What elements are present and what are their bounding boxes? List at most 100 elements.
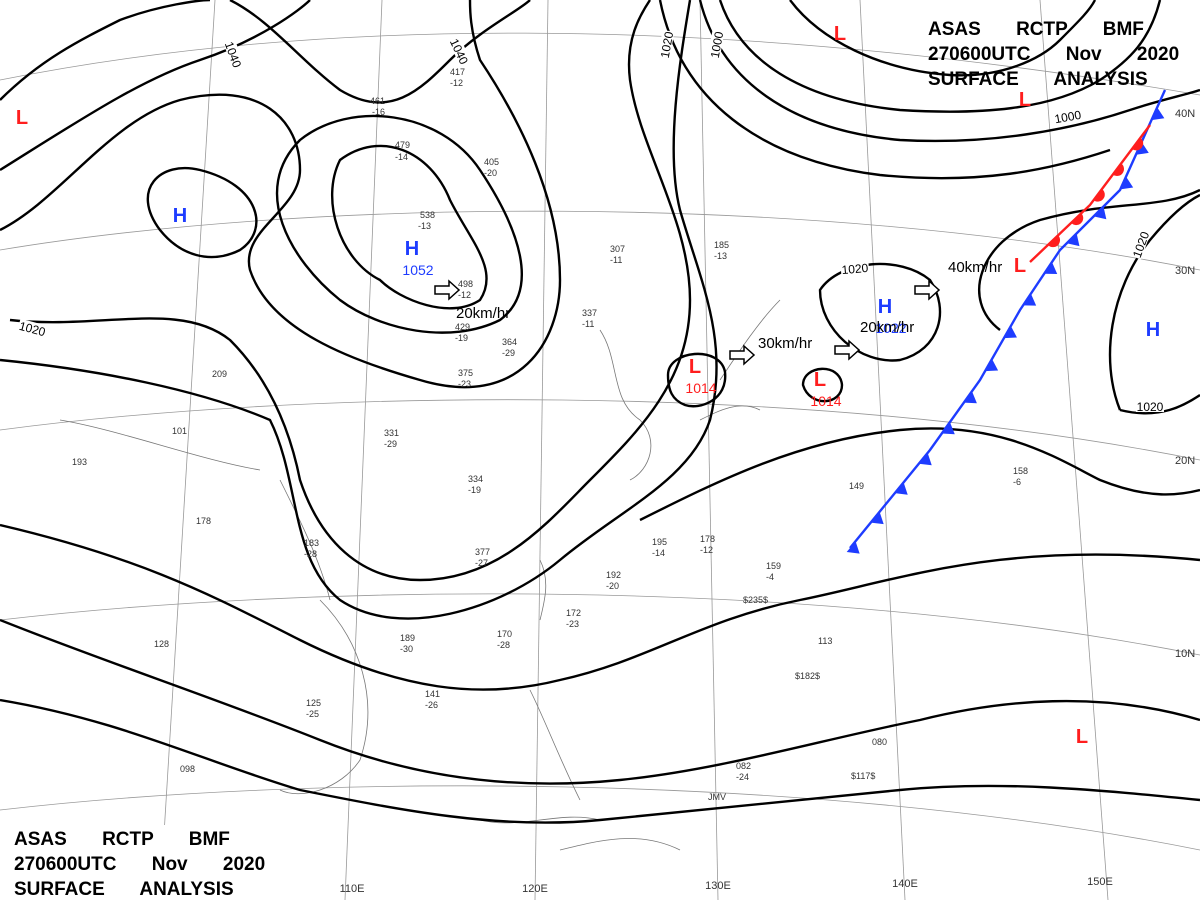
station-value: 377 [475,547,490,557]
motion-label: 40km/hr [948,259,1002,276]
front-triangle [1003,325,1017,339]
station-value: -29 [502,348,515,358]
station-value: -20 [484,168,497,178]
station-value: -14 [652,548,665,558]
lat-label: 40N [1175,108,1195,120]
front-triangle [1135,141,1149,155]
station-value: -24 [736,772,749,782]
front-triangle [870,511,884,525]
station-value: -11 [582,319,594,329]
front-triangle [1066,233,1080,247]
front-semicircle [1093,189,1105,202]
station-value: 498 [458,279,473,289]
graticule [0,0,1200,901]
front-triangle [918,452,932,466]
header-line: SURFACE ANALYSIS [14,879,234,900]
center-pressure: 1014 [685,380,716,396]
front-semicircle [1112,163,1124,177]
station-value: 195 [652,537,667,547]
lon-label: 140E [892,878,918,890]
station-value: -13 [418,221,431,231]
station-value: -20 [606,581,619,591]
station-value: -12 [700,545,713,555]
isobar-label-bg [840,260,870,276]
station-value: 128 [154,639,169,649]
station-value: 185 [714,240,729,250]
station-value: 429 [455,322,470,332]
station-value: 101 [172,426,187,436]
isobar-label-bg [707,29,725,60]
isobar-label-bg [1129,229,1151,260]
isobar-label: 1020 [1137,400,1164,414]
center-symbol: L [1019,89,1031,111]
station-value: 098 [180,764,195,774]
station-value: 178 [196,516,211,526]
station-value: -26 [425,700,438,710]
station-value: -12 [458,290,471,300]
center-pressure: 1014 [810,393,841,409]
header-top: ASAS RCTP BMF 270600UTC Nov 2020 SURFACE… [928,19,1179,90]
station-value: 141 [425,689,440,699]
header-bg [8,825,273,905]
lon-label: 120E [522,883,548,895]
station-value: -28 [497,640,510,650]
motion-arrow [914,279,941,301]
station-value: 192 [606,570,621,580]
cold-front [849,89,1167,549]
lon-label: 130E [705,880,731,892]
front-triangle [1120,176,1134,190]
isobar-label-bg [17,318,48,338]
station-value: -30 [400,644,413,654]
station-value: 479 [395,140,410,150]
motion-label: 20km/hr [456,305,510,322]
station-value: -16 [372,107,385,117]
center-symbol: L [834,23,846,45]
header-line: ASAS RCTP BMF [928,19,1144,40]
station-value: 082 [736,761,751,771]
station-value: JMV [708,792,726,802]
station-value: -12 [450,78,463,88]
lat-label: 10N [1175,648,1195,660]
station-value: -11 [610,255,622,265]
station-value: 331 [384,428,399,438]
station-value: 159 [766,561,781,571]
front-semicircle [1047,235,1061,248]
station-value: 364 [502,337,517,347]
station-value: 375 [458,368,473,378]
isobar-label-bg [657,29,675,60]
center-symbol: L [689,356,701,378]
center-symbol: H [878,296,892,318]
station-value: 113 [818,636,832,646]
isobar-label-bg [1052,107,1083,125]
lat-label: 30N [1175,265,1195,277]
front-semicircle [1132,137,1144,151]
front-triangle [846,541,860,554]
station-value: -14 [395,152,408,162]
header-line: 270600UTC Nov 2020 [14,854,265,875]
header-line: SURFACE ANALYSIS [928,69,1148,90]
station-value: -28 [304,549,317,559]
station-value: 158 [1013,466,1028,476]
header-line: ASAS RCTP BMF [14,829,230,850]
station-value: $235$ [743,595,768,605]
front-triangle [963,391,977,404]
station-value: -23 [458,379,471,389]
center-symbol: L [1014,255,1026,277]
motion-label: 30km/hr [758,335,812,352]
station-value: 307 [610,244,625,254]
station-value: 183 [304,538,319,548]
fronts [849,89,1167,549]
station-value: -13 [714,251,727,261]
station-value: -29 [384,439,397,449]
motion-label: 20km/hr [860,319,914,336]
station-value: -6 [1013,477,1021,487]
station-value: -19 [468,485,481,495]
station-value: -27 [475,558,488,568]
isobar-label-bg [223,39,245,70]
warm-front [1029,124,1151,263]
isobar-label: 1020 [18,319,48,340]
motion-arrow [434,279,461,301]
center-symbol: H [405,238,419,260]
station-value: 172 [566,608,581,618]
